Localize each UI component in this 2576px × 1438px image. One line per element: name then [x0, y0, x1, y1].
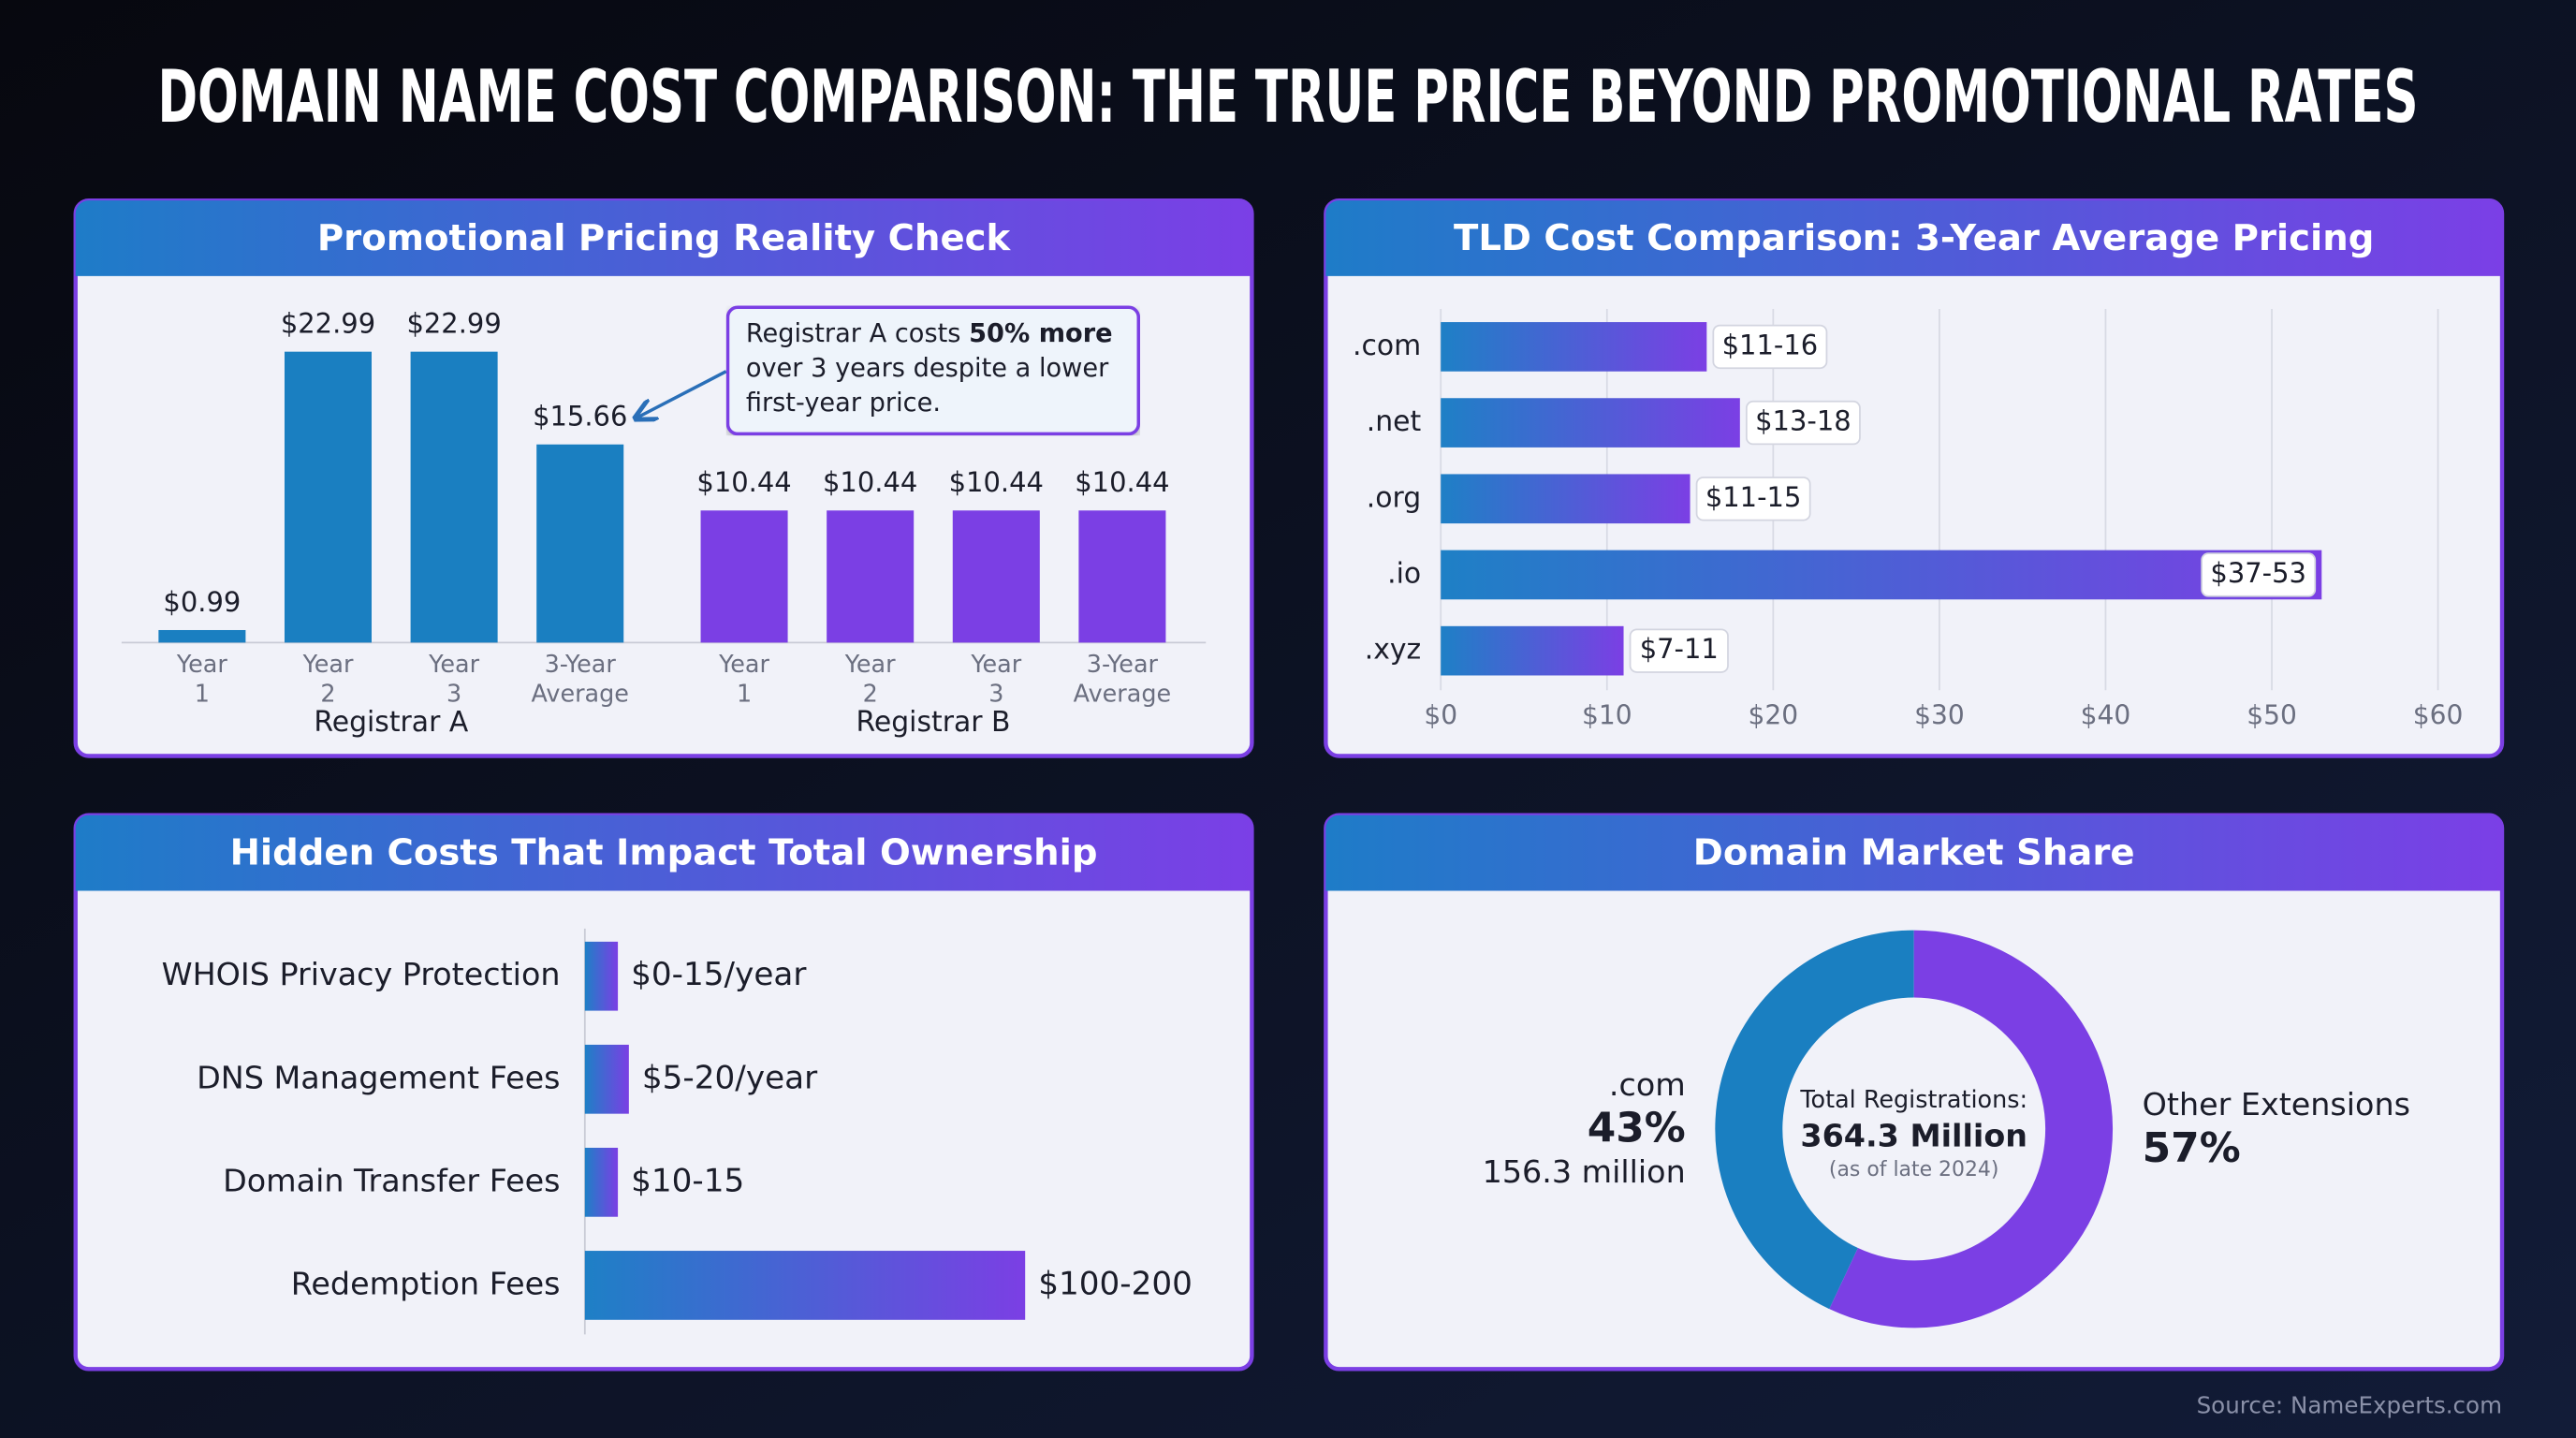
bar — [1441, 550, 2322, 600]
x-tick-label: $50 — [2247, 699, 2297, 730]
source: Source: NameExperts.com — [2197, 1392, 2502, 1419]
value-label: $0.99 — [163, 586, 241, 618]
panel: Domain Market Share — [1324, 813, 2505, 1372]
panel-header — [75, 814, 1252, 891]
value-label: $100-200 — [1038, 1265, 1193, 1302]
panel: Hidden Costs That Impact Total Ownership — [73, 813, 1254, 1372]
y-tick-label: Domain Transfer Fees — [223, 1162, 560, 1198]
bar — [1441, 322, 1707, 372]
slice-note: 156.3 million — [1483, 1153, 1686, 1190]
value-label: $7-11 — [1640, 633, 1719, 665]
x-tick-label: Year 3 — [428, 651, 479, 709]
y-tick-label: .io — [1387, 557, 1421, 590]
bar — [284, 351, 373, 643]
value-label-box — [1745, 400, 1861, 446]
bar — [536, 444, 624, 643]
slice-label: Other Extensions — [2143, 1086, 2410, 1123]
bar — [827, 510, 915, 643]
donut-slice — [1829, 930, 2114, 1328]
bar — [584, 1044, 629, 1114]
x-tick-label: Year 2 — [844, 651, 896, 709]
y-tick-label: DNS Management Fees — [197, 1059, 560, 1095]
bar — [410, 351, 498, 643]
bar — [584, 1251, 1026, 1320]
x-tick-label: $0 — [1424, 699, 1457, 730]
y-tick-label: Redemption Fees — [291, 1265, 561, 1301]
panel-header — [1325, 200, 2503, 276]
slice-value: 57% — [2143, 1124, 2241, 1172]
value-label-box — [2201, 552, 2317, 597]
panel-title: Promotional Pricing Reality Check — [317, 217, 1012, 259]
x-tick-label: Year 1 — [176, 651, 227, 709]
annotation-arrow — [637, 370, 727, 418]
value-label: $15.66 — [533, 401, 627, 433]
value-label-box — [1712, 324, 1828, 370]
annotation-text: over 3 years despite a lower first-year … — [745, 353, 1109, 418]
value-label: $13-18 — [1755, 405, 1852, 437]
value-label: $10-15 — [631, 1162, 744, 1199]
center-title: Total Registrations: — [1799, 1086, 2027, 1114]
x-tick-label: $30 — [1914, 699, 1965, 730]
value-label: $22.99 — [281, 308, 375, 340]
x-tick-label: $10 — [1582, 699, 1632, 730]
center-value: 364.3 Million — [1800, 1117, 2027, 1153]
y-tick-label: .xyz — [1365, 634, 1421, 667]
panel-title: TLD Cost Comparison: 3-Year Average Pric… — [1454, 217, 2374, 259]
value-label: $10.44 — [823, 466, 917, 498]
y-tick-label: WHOIS Privacy Protection — [162, 956, 561, 992]
value-label: $10.44 — [1075, 466, 1169, 498]
bar — [1441, 398, 1740, 448]
annotation-box: Registrar A costs 50% more over 3 years … — [725, 305, 1141, 436]
value-label: $10.44 — [949, 466, 1044, 498]
bar — [952, 510, 1040, 643]
annotation: Registrar A costs 50% more over 3 years … — [725, 305, 1141, 436]
value-label: $0-15/year — [631, 956, 807, 993]
x-tick-label: $60 — [2413, 699, 2464, 730]
slice-value: 43% — [1588, 1105, 1686, 1152]
value-label: $11-15 — [1705, 481, 1802, 513]
group-label: Registrar A — [314, 706, 468, 739]
y-tick-label: .org — [1367, 481, 1421, 514]
panel-title: Hidden Costs That Impact Total Ownership — [230, 831, 1098, 873]
annotation-emphasis: 50% more — [969, 318, 1113, 349]
y-tick-label: .com — [1353, 330, 1421, 362]
x-tick-label: Year 2 — [302, 651, 354, 709]
x-tick-label: 3-Year Average — [1074, 651, 1171, 709]
panel-header — [75, 200, 1252, 276]
value-label: $5-20/year — [642, 1059, 818, 1096]
donut-slice — [1715, 930, 1914, 1310]
bar — [1441, 625, 1624, 676]
x-tick-label: Year 3 — [970, 651, 1021, 709]
panel-title: Domain Market Share — [1693, 831, 2135, 873]
value-label: $37-53 — [2210, 557, 2306, 589]
value-label: $10.44 — [696, 466, 791, 498]
group-label: Registrar B — [856, 706, 1011, 739]
bar — [700, 510, 788, 643]
center-note: (as of late 2024) — [1829, 1158, 1999, 1181]
x-tick-label: 3-Year Average — [531, 651, 628, 709]
value-label-box — [1629, 628, 1729, 673]
value-label-box — [1695, 477, 1811, 521]
x-tick-label: $20 — [1749, 699, 1799, 730]
x-tick-label: Year 1 — [718, 651, 769, 709]
bar — [1078, 510, 1166, 643]
value-label: $22.99 — [406, 308, 501, 340]
panel-header — [1325, 814, 2503, 891]
bar — [1441, 474, 1690, 524]
x-tick-label: $40 — [2081, 699, 2131, 730]
slice-label: .com — [1609, 1066, 1686, 1103]
value-label: $11-16 — [1722, 329, 1819, 360]
annotation-text: Registrar A costs — [745, 318, 970, 349]
bar — [584, 1147, 619, 1217]
y-tick-label: .net — [1367, 405, 1421, 438]
bar — [158, 629, 246, 643]
bar — [584, 941, 619, 1011]
page-title: DOMAIN NAME COST COMPARISON: THE TRUE PR… — [157, 55, 2418, 139]
